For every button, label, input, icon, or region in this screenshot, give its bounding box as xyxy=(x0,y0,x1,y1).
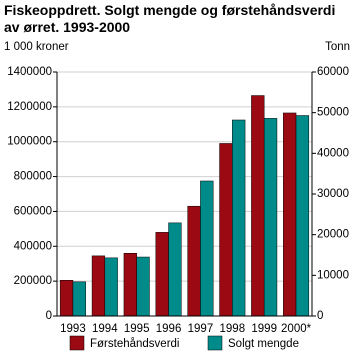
bar xyxy=(263,118,278,317)
bar xyxy=(123,253,137,317)
y2-tick-label: 10000 xyxy=(317,269,349,281)
bar xyxy=(168,222,182,317)
y-tick-label: 200000 xyxy=(14,275,52,287)
y-axis-label: 1 000 kroner xyxy=(4,41,69,53)
y2-tick-label: 40000 xyxy=(317,147,349,159)
chart-title: Fiskeoppdrett. Solgt mengde og førstehån… xyxy=(4,2,336,35)
y2-tick-label: 0 xyxy=(317,310,323,322)
x-tick-label: 1997 xyxy=(188,323,214,335)
bar xyxy=(232,119,246,317)
legend-swatch xyxy=(69,335,85,351)
bar xyxy=(295,115,310,317)
x-tick-label: 2000* xyxy=(281,323,312,335)
legend-label: Førstehåndsverdi xyxy=(90,338,179,350)
y-tick-label: 800000 xyxy=(14,171,52,183)
bar xyxy=(200,180,214,317)
y-tick-label: 0 xyxy=(46,310,52,322)
legend-swatch xyxy=(207,335,223,351)
y2-tick-label: 50000 xyxy=(317,107,349,119)
x-tick-label: 1998 xyxy=(220,323,246,335)
bar xyxy=(136,256,150,317)
x-tick-label: 1999 xyxy=(251,323,277,335)
bar xyxy=(104,257,118,317)
x-tick-label: 1993 xyxy=(60,323,86,335)
y-tick-label: 400000 xyxy=(14,240,52,252)
bar xyxy=(187,205,201,317)
y2-tick-label: 20000 xyxy=(317,229,349,241)
bar xyxy=(72,281,86,317)
bar xyxy=(155,232,169,317)
bar xyxy=(91,255,106,317)
y-tick-label: 1400000 xyxy=(7,66,52,78)
y-tick-label: 600000 xyxy=(14,205,52,217)
bar xyxy=(219,143,233,317)
x-tick-label: 1994 xyxy=(92,323,118,335)
y2-tick-label: 60000 xyxy=(317,66,349,78)
bar xyxy=(59,280,74,317)
x-tick-label: 1996 xyxy=(156,323,182,335)
y2-tick-label: 30000 xyxy=(317,188,349,200)
y-tick-label: 1000000 xyxy=(7,136,52,148)
x-tick-label: 1995 xyxy=(124,323,150,335)
legend-label: Solgt mengde xyxy=(228,338,299,350)
bar xyxy=(283,112,297,317)
y2-axis-label: Tonn xyxy=(325,41,350,53)
bar xyxy=(251,95,265,317)
y-tick-label: 1200000 xyxy=(7,101,52,113)
